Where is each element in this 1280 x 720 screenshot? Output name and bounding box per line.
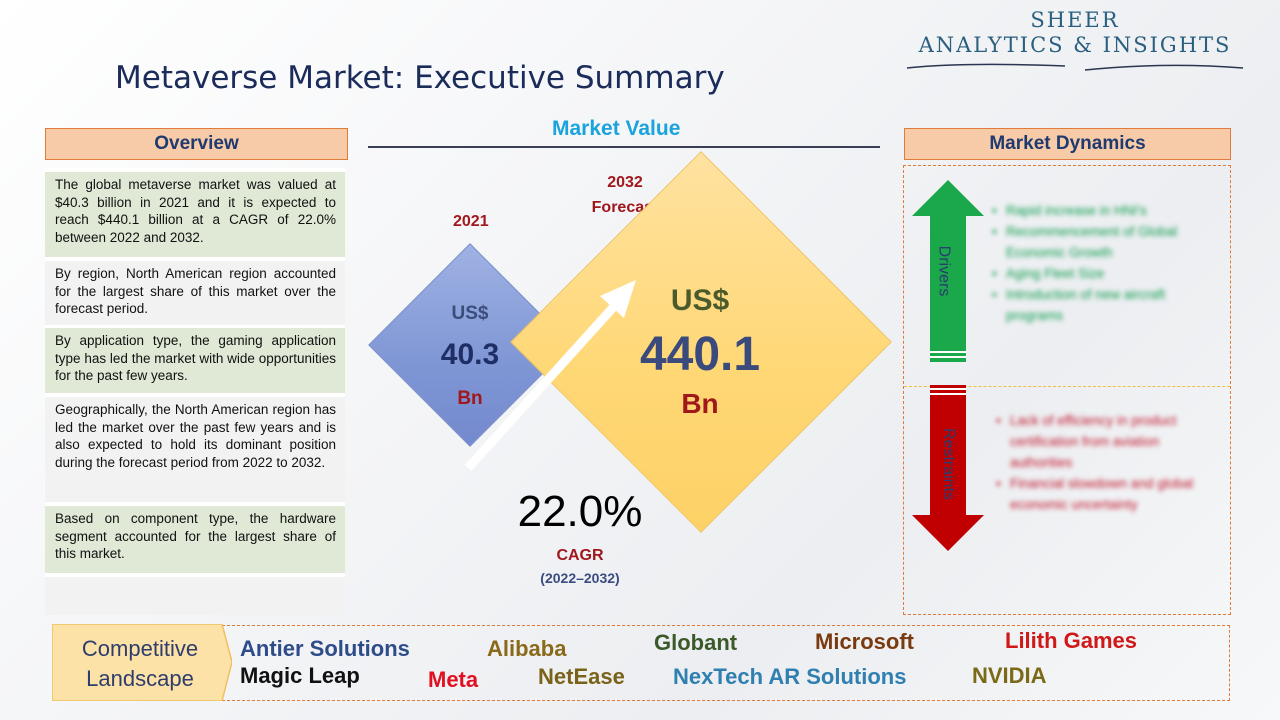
restraints-list: Lack of efficiency in product certificat…	[996, 410, 1221, 515]
company-name: Globant	[654, 630, 738, 655]
company-name: Meta	[428, 667, 479, 692]
value-2032-unit: Bn	[681, 388, 719, 419]
overview-item: By region, North American region account…	[45, 261, 345, 325]
cagr-label: CAGR	[556, 547, 604, 564]
overview-item: Geographically, the North American regio…	[45, 397, 345, 502]
market-dynamics-panel	[903, 165, 1231, 615]
drivers-label: Drivers	[935, 245, 953, 297]
restraint-item: Lack of efficiency in product certificat…	[996, 410, 1221, 473]
cagr-value: 22.0%	[517, 487, 643, 536]
overview-item: The global metaverse market was valued a…	[45, 172, 345, 257]
market-dynamics-header: Market Dynamics	[904, 128, 1231, 160]
company-name: Microsoft	[815, 629, 914, 654]
restraints-arrow-icon	[912, 385, 984, 551]
year-2021-label: 2021	[453, 213, 489, 230]
company-name: Alibaba	[487, 636, 567, 661]
brand-line2: ANALYTICS & INSIGHTS	[918, 33, 1232, 57]
growth-arrow-icon	[464, 280, 636, 472]
company-name: Lilith Games	[1005, 628, 1138, 653]
value-2032: 440.1	[639, 328, 761, 381]
market-value-title: Market Value	[552, 117, 681, 140]
overview-list: The global metaverse market was valued a…	[45, 168, 345, 615]
competitive-label-line1: Competitive	[81, 636, 199, 661]
year-2032: 2032	[607, 174, 643, 191]
competitive-tag-shape	[52, 624, 232, 701]
divider	[368, 146, 880, 148]
driver-item: Recommencement of Global Economic Growth	[992, 221, 1217, 263]
overview-item: Based on component type, the hardware se…	[45, 506, 345, 573]
competitive-label-line2: Landscape	[86, 666, 194, 691]
company-name: NexTech AR Solutions	[673, 664, 907, 689]
drivers-list: Rapid increase in HNI's Recommencement o…	[992, 200, 1217, 326]
driver-item: Introduction of new aircraft programs	[992, 284, 1217, 326]
overview-empty-row	[45, 577, 345, 615]
page-title: Metaverse Market: Executive Summary	[115, 60, 725, 96]
overview-header: Overview	[45, 128, 348, 160]
company-name: Antier Solutions	[240, 636, 410, 661]
dynamics-divider	[904, 386, 1230, 387]
value-2021-unit: Bn	[457, 388, 483, 409]
restraints-label: Restraints	[940, 427, 958, 501]
value-2032-currency: US$	[670, 284, 730, 317]
cagr-period: (2022–2032)	[540, 570, 620, 586]
company-name: NVIDIA	[972, 663, 1047, 688]
drivers-arrow-icon	[912, 180, 984, 362]
competitive-landscape-label: Competitive Landscape	[60, 634, 220, 694]
company-name: NetEase	[538, 664, 625, 689]
overview-item: By application type, the gaming applicat…	[45, 328, 345, 393]
driver-item: Rapid increase in HNI's	[992, 200, 1217, 221]
restraint-item: Financial slowdown and global economic u…	[996, 473, 1221, 515]
company-name: Magic Leap	[240, 663, 360, 688]
brand-line1: SHEER	[1030, 8, 1120, 32]
driver-item: Aging Fleet Size	[992, 263, 1217, 284]
brand-swoosh	[906, 63, 1244, 71]
brand-logo: SHEER ANALYTICS & INSIGHTS	[905, 8, 1245, 71]
value-2021: 40.3	[440, 338, 500, 371]
value-2021-currency: US$	[451, 303, 489, 324]
